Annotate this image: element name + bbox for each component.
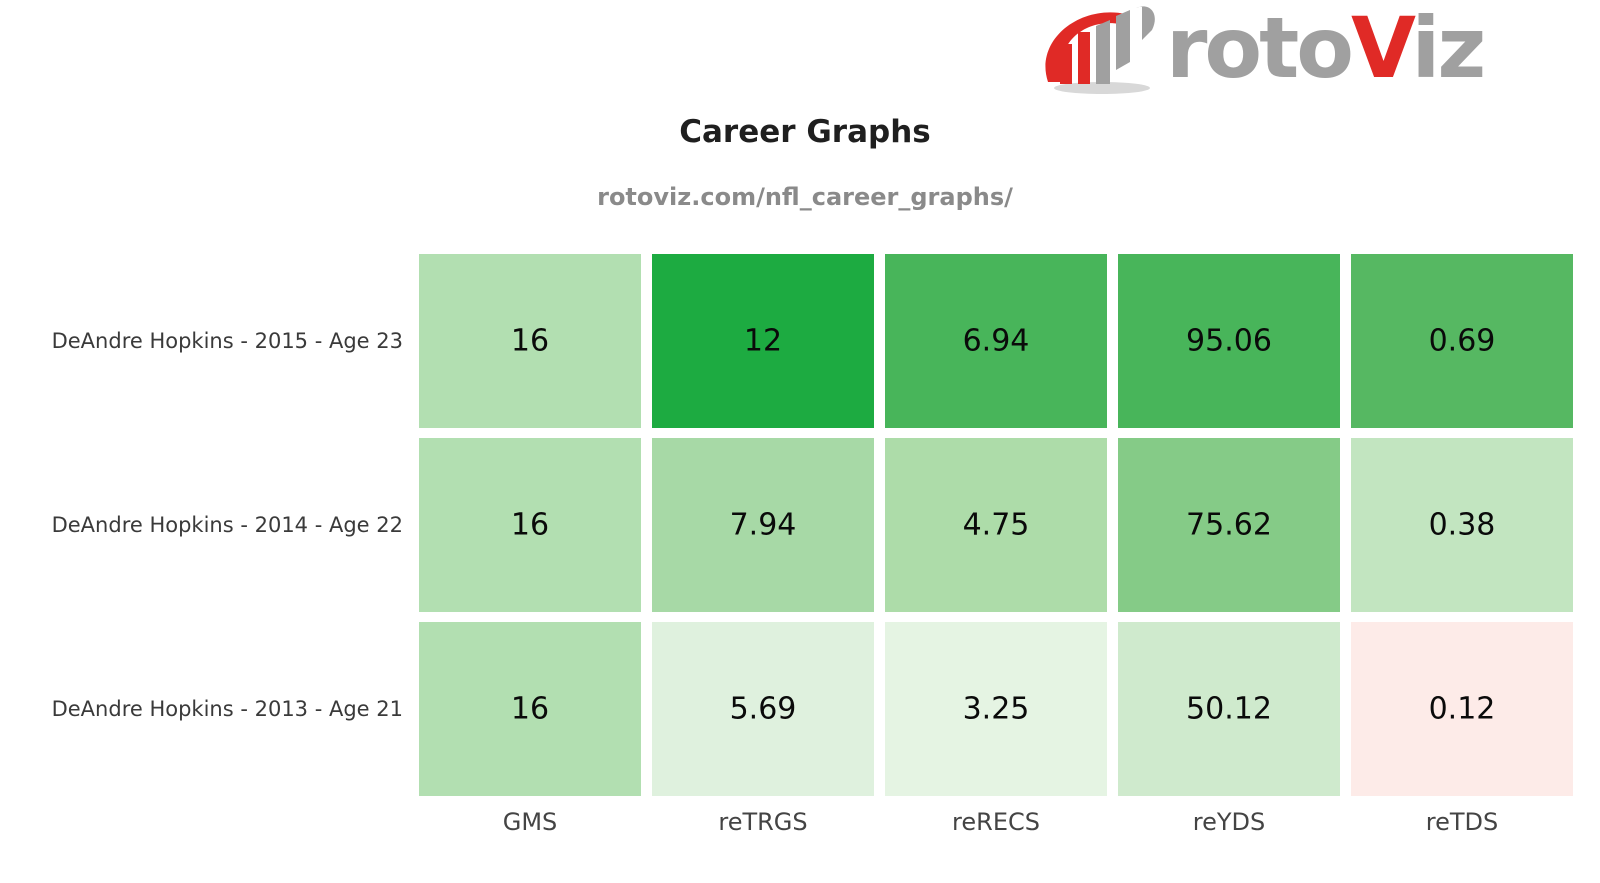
heatmap-cell <box>1118 622 1340 796</box>
heatmap-cell <box>885 438 1107 612</box>
heatmap-cell <box>652 438 874 612</box>
cell-value-label: 7.94 <box>730 508 797 543</box>
chart-title: Career Graphs <box>679 114 931 150</box>
column-label: reRECS <box>952 808 1040 836</box>
logo-text-v: V <box>1351 0 1415 97</box>
cell-value-label: 50.12 <box>1186 692 1272 727</box>
heatmap-cell <box>1351 622 1573 796</box>
heatmap-cell <box>1118 438 1340 612</box>
heatmap-cell <box>419 254 641 428</box>
heatmap-cell <box>652 254 874 428</box>
cell-value-label: 3.25 <box>963 692 1030 727</box>
cell-value-label: 16 <box>511 324 549 359</box>
cell-value-label: 75.62 <box>1186 508 1272 543</box>
column-label: reYDS <box>1193 808 1265 836</box>
cell-value-label: 0.12 <box>1429 692 1496 727</box>
bar-chart-logo-icon <box>1045 6 1155 94</box>
cell-value-label: 5.69 <box>730 692 797 727</box>
cell-value-label: 12 <box>744 324 782 359</box>
chart-subtitle: rotoviz.com/nfl_career_graphs/ <box>597 183 1013 211</box>
column-label: reTRGS <box>718 808 807 836</box>
row-label: DeAndre Hopkins - 2014 - Age 22 <box>52 513 403 537</box>
cell-value-label: 0.69 <box>1429 324 1496 359</box>
cell-value-label: 95.06 <box>1186 324 1272 359</box>
row-label: DeAndre Hopkins - 2013 - Age 21 <box>52 697 403 721</box>
row-label: DeAndre Hopkins - 2015 - Age 23 <box>52 329 403 353</box>
logo-text-roto: roto <box>1166 0 1354 97</box>
cell-value-label: 4.75 <box>963 508 1030 543</box>
column-label: GMS <box>503 808 558 836</box>
heatmap-cell <box>652 622 874 796</box>
heatmap-cell <box>885 254 1107 428</box>
cell-value-label: 0.38 <box>1429 508 1496 543</box>
cell-value-label: 16 <box>511 692 549 727</box>
heatmap-cell <box>1351 254 1573 428</box>
heatmap-cell <box>885 622 1107 796</box>
cell-value-label: 6.94 <box>963 324 1030 359</box>
heatmap-cell <box>1351 438 1573 612</box>
column-label: reTDS <box>1426 808 1498 836</box>
heatmap-cell <box>1118 254 1340 428</box>
heatmap-cell <box>419 622 641 796</box>
rotoviz-logo: rotoViz <box>1040 0 1486 100</box>
logo-wordmark: rotoViz <box>1166 0 1487 97</box>
heatmap-cell <box>419 438 641 612</box>
logo-text-iz: iz <box>1411 0 1487 97</box>
cell-value-label: 16 <box>511 508 549 543</box>
